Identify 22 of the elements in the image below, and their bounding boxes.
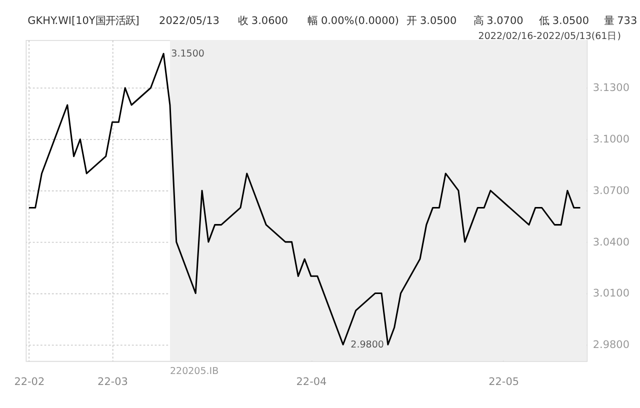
y-tick-label: 3.0700 (592, 184, 630, 197)
text: 幅 0.00%(0.0000) (308, 14, 400, 27)
chart-title: GKHY.WI[10Y国开活跃] (28, 14, 140, 27)
x-tick-label: 22-02 (14, 376, 45, 388)
chart-subtitle: 2022/02/16-2022/05/13(61日) (478, 31, 621, 42)
text: 2022/05/13 (159, 14, 220, 27)
y-tick-label: 3.0100 (592, 288, 630, 300)
y-tick-label: 3.0400 (592, 236, 630, 248)
y-tick-label: 2.9800 (592, 338, 630, 351)
annotation: 3.1500 (171, 48, 204, 60)
x-tick-label: 22-04 (296, 376, 328, 388)
text: 量 733 (604, 14, 638, 27)
annotation: 2.9800 (350, 340, 384, 350)
y-tick-label: 3.1300 (592, 82, 630, 94)
text: 高 3.0700 (473, 14, 524, 27)
text: 开 3.0500 (406, 14, 457, 27)
y-tick-label: 3.1000 (592, 134, 630, 146)
text: 低 3.0500 (539, 14, 590, 27)
x-tick-label: 22-03 (98, 376, 128, 388)
x-tick-label: 22-05 (488, 376, 520, 388)
band-label: 220205.IB (170, 366, 219, 378)
text: 收 3.0600 (238, 14, 288, 27)
